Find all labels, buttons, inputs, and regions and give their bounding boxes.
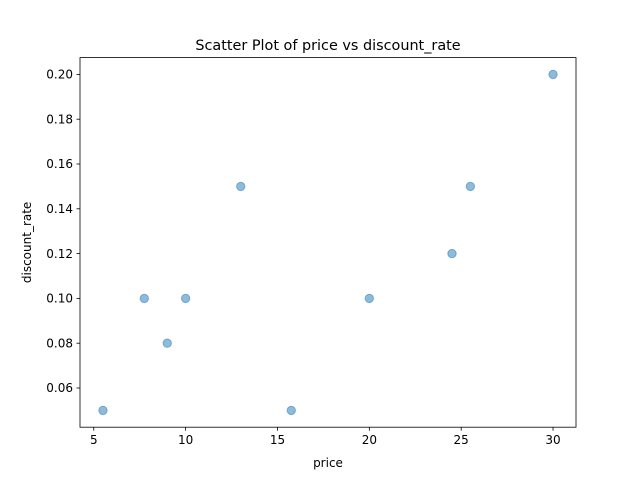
data-points bbox=[98, 69, 558, 416]
data-point bbox=[98, 405, 108, 416]
data-point bbox=[364, 293, 375, 304]
x-tick-label: 20 bbox=[362, 433, 377, 447]
y-tick-label: 0.14 bbox=[46, 202, 73, 216]
data-point bbox=[162, 338, 172, 348]
x-tick-label: 5 bbox=[90, 433, 98, 447]
y-tick-label: 0.16 bbox=[46, 157, 73, 171]
y-tick-label: 0.10 bbox=[46, 292, 73, 306]
data-point bbox=[548, 69, 558, 80]
chart-title: Scatter Plot of price vs discount_rate bbox=[195, 38, 460, 54]
y-tick-label: 0.20 bbox=[46, 68, 73, 82]
data-point bbox=[465, 181, 476, 192]
x-tick-label: 10 bbox=[178, 433, 193, 447]
data-point bbox=[180, 293, 191, 304]
x-tick-label: 15 bbox=[270, 433, 285, 447]
data-point bbox=[139, 293, 149, 304]
data-point bbox=[447, 248, 457, 259]
plot-frame bbox=[79, 57, 577, 428]
y-tick-label: 0.12 bbox=[46, 247, 73, 261]
y-axis-label: discount_rate bbox=[20, 202, 34, 283]
y-tick-label: 0.18 bbox=[46, 112, 73, 126]
y-tick-label: 0.08 bbox=[46, 336, 73, 350]
plot-area bbox=[80, 57, 576, 428]
y-axis-ticks: 0.06 0.08 0.10 0.12 0.14 0.16 0.18 0.20 bbox=[46, 68, 80, 395]
x-tick-label: 25 bbox=[454, 433, 469, 447]
x-axis-label: price bbox=[313, 456, 343, 470]
y-tick-label: 0.06 bbox=[46, 381, 73, 395]
data-point bbox=[236, 181, 246, 192]
x-axis-ticks: 5 10 15 20 25 30 bbox=[90, 427, 561, 447]
x-tick-label: 30 bbox=[545, 433, 560, 447]
data-point bbox=[286, 405, 296, 416]
